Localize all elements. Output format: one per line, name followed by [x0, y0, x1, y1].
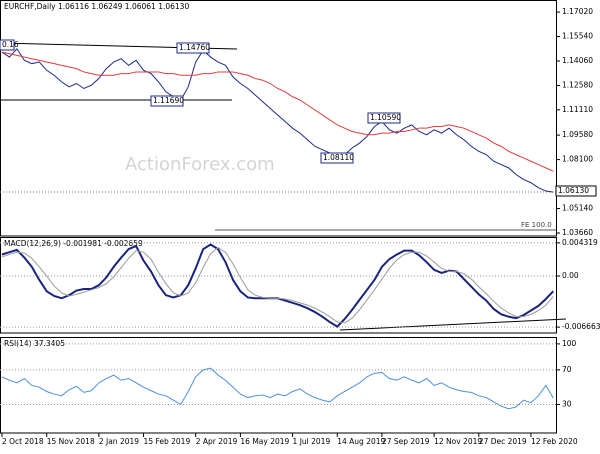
- annotation-box: [320, 152, 354, 164]
- y-tick-label: 1.05140: [562, 204, 593, 213]
- annotation: 1.14760: [179, 43, 210, 52]
- annotation: FE 100.0: [521, 221, 552, 229]
- annotation: 1.11690: [153, 96, 184, 105]
- x-tick-label: 2 Jan 2019: [99, 437, 139, 446]
- y-tick-label: -0.006663: [562, 322, 600, 331]
- x-tick-label: 27 Sep 2019: [382, 437, 430, 446]
- series-line: [1, 246, 554, 324]
- y-tick-label: 30: [562, 399, 572, 408]
- series-line: [1, 47, 554, 193]
- macd-title: MACD(12,26,9) -0.001981 -0.002659: [4, 239, 143, 248]
- y-tick-label: 1.11110: [562, 105, 593, 114]
- y-tick-label: 0.004319: [562, 238, 598, 247]
- rsi-frame: [0, 337, 557, 434]
- macd-trendline: [339, 318, 567, 331]
- watermark: ActionForex.com: [125, 154, 275, 175]
- macd-frame: [0, 237, 557, 334]
- rsi-title: RSI(14) 37.3405: [4, 339, 65, 348]
- x-tick-label: 14 Aug 2019: [337, 437, 385, 446]
- x-tick-label: 15 Feb 2019: [144, 437, 191, 446]
- x-tick-label: 15 Nov 2018: [47, 437, 95, 446]
- annotation: 1.10590: [370, 113, 401, 122]
- x-tick-label: 2 Apr 2019: [196, 437, 238, 446]
- y-tick-label: 1.14060: [562, 56, 593, 65]
- y-tick-label: 1.12580: [562, 81, 593, 90]
- annotation: 1.08110: [323, 153, 354, 162]
- x-tick-label: 12 Nov 2019: [434, 437, 482, 446]
- series-line: [1, 367, 554, 410]
- annotation-box: [555, 185, 597, 197]
- annotation-box: [367, 112, 401, 124]
- x-tick-label: 2 Oct 2018: [2, 437, 44, 446]
- annotation: 0.16: [2, 40, 19, 49]
- y-tick-label: 1.09580: [562, 130, 593, 139]
- y-tick-label: 1.03660: [562, 228, 593, 237]
- y-tick-label: 0.00: [562, 271, 579, 280]
- y-tick-label: 1.17020: [562, 7, 593, 16]
- series-line: [1, 51, 554, 172]
- x-tick-label: 27 Dec 2019: [479, 437, 527, 446]
- price-title: EURCHF,Daily 1.06116 1.06249 1.06061 1.0…: [4, 2, 189, 11]
- annotation-box: [150, 95, 184, 107]
- annotation-box: [176, 42, 210, 54]
- annotation-box: [0, 39, 15, 51]
- y-tick-label: 1.08100: [562, 155, 593, 164]
- y-tick-label: 1.15540: [562, 32, 593, 41]
- y-tick-label: 70: [562, 365, 572, 374]
- x-tick-label: 1 Jul 2019: [293, 437, 331, 446]
- price-frame: [0, 0, 557, 237]
- y-tick-label: 100: [562, 339, 577, 348]
- x-tick-label: 16 May 2019: [240, 437, 289, 446]
- annotation: 1.06130: [558, 186, 589, 195]
- x-tick-label: 12 Feb 2020: [531, 437, 578, 446]
